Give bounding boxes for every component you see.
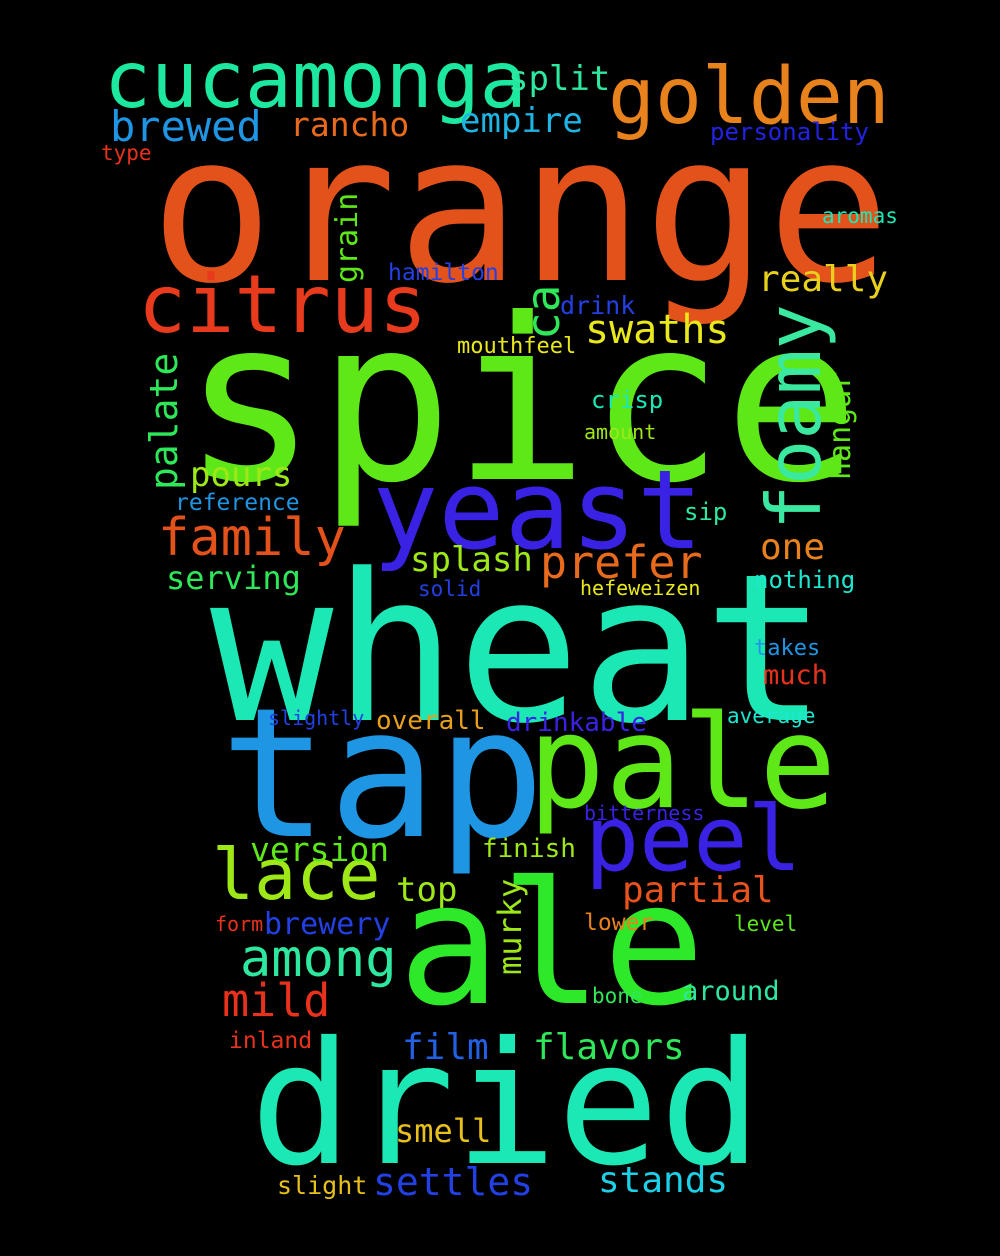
word-average: average — [727, 704, 816, 728]
word-film: film — [402, 1027, 489, 1068]
word-splash: splash — [410, 540, 533, 580]
word-yeast: yeast — [372, 446, 704, 574]
word-version: version — [250, 830, 390, 869]
word-among: among — [240, 929, 397, 989]
word-rancho: rancho — [290, 105, 410, 144]
word-aromas: aromas — [822, 204, 898, 228]
word-sip: sip — [684, 498, 728, 526]
word-one: one — [760, 527, 826, 568]
word-inland: inland — [229, 1028, 313, 1054]
word-empire: empire — [460, 101, 583, 141]
word-mild: mild — [222, 974, 331, 1027]
word-finish: finish — [482, 834, 576, 864]
word-pale: pale — [528, 689, 837, 838]
word-serving: serving — [166, 559, 301, 597]
word-drinkable: drinkable — [506, 708, 647, 738]
word-dried: dried — [250, 1006, 762, 1204]
word-amount: amount — [584, 420, 657, 444]
word-spice: spice — [182, 271, 860, 533]
word-family: family — [158, 508, 346, 568]
word-hamilton: hamilton — [388, 260, 499, 286]
word-grain: grain — [330, 192, 365, 283]
word-really: really — [758, 259, 889, 300]
word-solid: solid — [418, 577, 482, 601]
word-cucamonga: cucamonga — [104, 36, 527, 126]
word-prefer: prefer — [540, 536, 703, 589]
word-crisp: crisp — [591, 386, 664, 414]
word-top: top — [396, 870, 458, 910]
word-peel: peel — [585, 787, 802, 892]
word-nothing: nothing — [754, 566, 856, 594]
word-mouthfeel: mouthfeel — [457, 334, 577, 359]
word-reference: reference — [175, 490, 300, 516]
word-split: split — [508, 59, 611, 99]
word-level: level — [734, 912, 798, 936]
word-ale: ale — [398, 846, 706, 1044]
word-slightly: slightly — [268, 706, 365, 730]
word-much: much — [763, 660, 829, 691]
word-slight: slight — [277, 1171, 368, 1200]
word-palate: palate — [142, 352, 186, 490]
word-around: around — [682, 976, 780, 1007]
word-lace: lace — [212, 834, 381, 916]
word-swaths: swaths — [585, 307, 730, 353]
word-takes: takes — [754, 636, 821, 661]
word-flavors: flavors — [533, 1027, 685, 1068]
word-smell: smell — [395, 1112, 492, 1150]
word-bone: bone — [592, 984, 643, 1008]
word-form: form — [215, 912, 264, 936]
word-settles: settles — [373, 1160, 534, 1204]
word-drink: drink — [560, 291, 636, 320]
word-overall: overall — [376, 706, 486, 736]
word-tap: tap — [220, 670, 546, 879]
word-bitterness: bitterness — [584, 801, 705, 825]
word-golden: golden — [608, 52, 890, 142]
word-wheat: wheat — [210, 531, 828, 769]
word-foamy: foamy — [750, 304, 838, 530]
word-hefeweizen: hefeweizen — [580, 576, 701, 600]
word-brewed: brewed — [110, 102, 262, 151]
word-orange: orange — [150, 91, 891, 329]
word-brewery: brewery — [264, 907, 391, 942]
word-murky: murky — [491, 878, 529, 975]
word-type: type — [101, 141, 152, 165]
word-pours: pours — [190, 455, 293, 495]
word-partial: partial — [622, 870, 774, 911]
word-stands: stands — [598, 1160, 729, 1201]
word-lower: lower — [584, 910, 654, 936]
word-hangar: hangar — [823, 371, 858, 480]
word-citrus: citrus — [138, 258, 427, 351]
word-personality: personality — [710, 118, 869, 146]
